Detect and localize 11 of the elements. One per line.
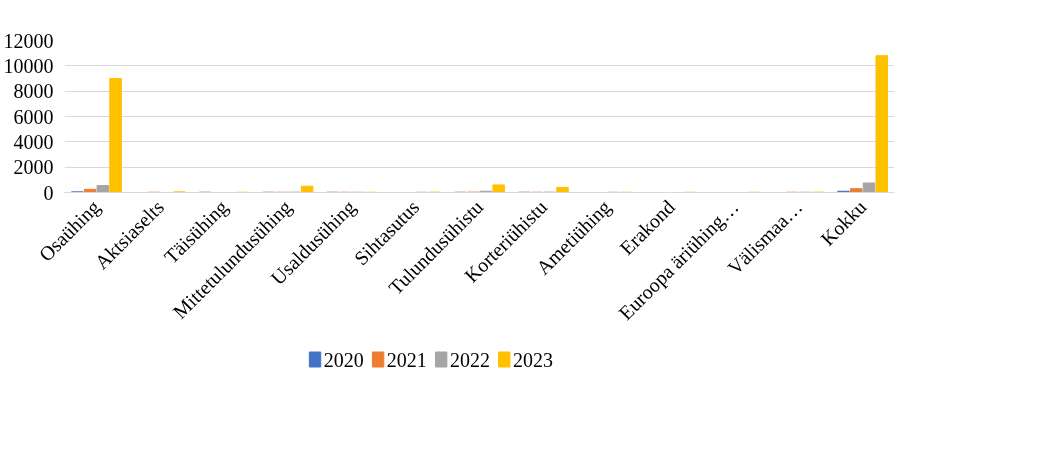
- y-tick-label: 0: [43, 181, 54, 204]
- legend-label: 2022: [449, 348, 490, 371]
- y-tick-label: 2000: [13, 156, 54, 179]
- legend-label: 2023: [513, 348, 554, 371]
- y-tick-label: 4000: [13, 130, 54, 153]
- y-tick-label: 10000: [3, 54, 54, 77]
- legend-label: 2020: [323, 348, 364, 371]
- legend-label: 2021: [386, 348, 427, 371]
- y-tick-label: 12000: [3, 29, 54, 52]
- y-tick-label: 8000: [13, 80, 54, 103]
- y-tick-label: 6000: [13, 105, 54, 128]
